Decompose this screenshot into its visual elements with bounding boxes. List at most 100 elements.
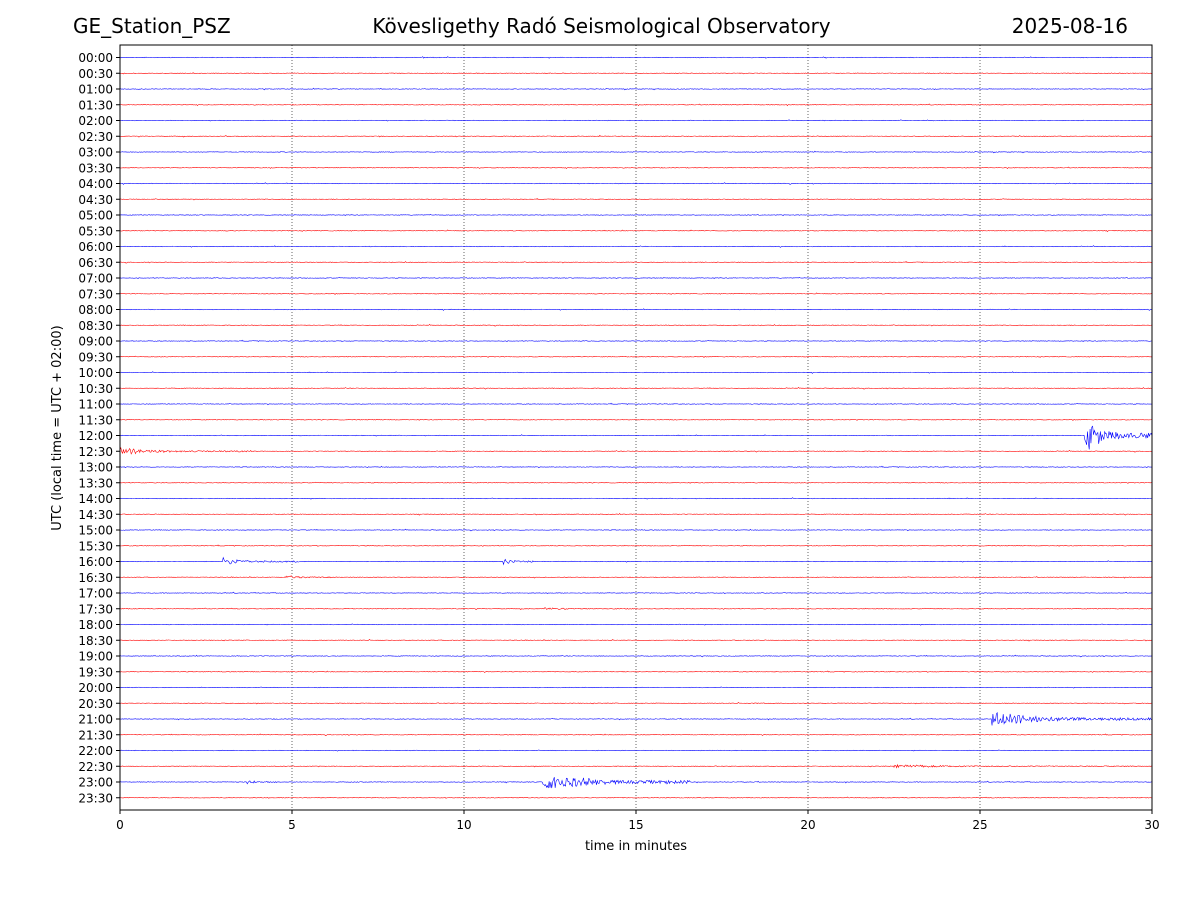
y-tick-label: 10:00 (78, 366, 113, 380)
trace-line (119, 119, 1153, 122)
y-tick-label: 15:30 (78, 539, 113, 553)
trace-line (119, 670, 1153, 673)
date-label: 2025-08-16 (1011, 14, 1128, 38)
x-tick-label: 10 (456, 818, 471, 832)
trace-line (119, 150, 1153, 154)
trace-line (119, 72, 1153, 75)
trace-line (119, 711, 1153, 726)
gridlines (291, 45, 981, 810)
trace-line (119, 607, 1153, 611)
y-tick-label: 03:30 (78, 161, 113, 175)
trace-line (119, 763, 1153, 769)
trace-line (119, 638, 1153, 642)
trace-line (119, 260, 1153, 264)
y-tick-label: 16:00 (78, 555, 113, 569)
y-tick-label: 01:00 (78, 83, 113, 97)
y-tick-label: 21:30 (78, 728, 113, 742)
trace-line (119, 355, 1153, 358)
x-tick-label: 20 (800, 818, 815, 832)
y-tick-label: 03:00 (78, 146, 113, 160)
trace-line (119, 654, 1153, 658)
y-tick-label: 07:00 (78, 272, 113, 286)
y-tick-label: 12:00 (78, 429, 113, 443)
y-tick-label: 12:30 (78, 445, 113, 459)
y-tick-label: 05:00 (78, 209, 113, 223)
x-tick-label: 0 (116, 818, 124, 832)
trace-line (119, 339, 1153, 343)
trace-line (119, 425, 1153, 450)
trace-line (119, 497, 1153, 500)
y-tick-label: 18:00 (78, 618, 113, 632)
trace-line (119, 213, 1153, 217)
trace-line (119, 386, 1153, 390)
y-tick-label: 00:00 (78, 51, 113, 65)
x-tick-label: 25 (972, 818, 987, 832)
y-tick-label: 06:30 (78, 256, 113, 270)
trace-line (119, 686, 1153, 689)
y-tick-label: 19:00 (78, 650, 113, 664)
y-tick-label: 21:00 (78, 713, 113, 727)
y-tick-label: 22:30 (78, 760, 113, 774)
y-tick-label: 13:30 (78, 476, 113, 490)
trace-line (119, 575, 1152, 579)
y-tick-label: 11:30 (78, 413, 113, 427)
trace-line (119, 371, 1153, 374)
trace-line (119, 556, 1153, 566)
y-tick-label: 19:30 (78, 665, 113, 679)
trace-line (119, 308, 1153, 311)
trace-line (119, 777, 1153, 789)
trace-line (119, 166, 1153, 170)
y-tick-label: 04:30 (78, 193, 113, 207)
y-tick-label: 16:30 (78, 571, 113, 585)
x-tick-label: 15 (628, 818, 643, 832)
trace-line (119, 544, 1153, 547)
trace-line (119, 591, 1153, 594)
y-tick-label: 11:00 (78, 398, 113, 412)
y-tick-label: 02:30 (78, 130, 113, 144)
y-tick-label: 15:00 (78, 524, 113, 538)
y-tick-label: 14:30 (78, 508, 113, 522)
y-tick-label: 09:30 (78, 350, 113, 364)
y-tick-label: 18:30 (78, 634, 113, 648)
trace-line (119, 701, 1152, 705)
station-label: GE_Station_PSZ (73, 14, 231, 38)
trace-line (119, 418, 1153, 421)
y-axis-label: UTC (local time = UTC + 02:00) (50, 325, 65, 530)
y-tick-label: 07:30 (78, 287, 113, 301)
trace-line (119, 446, 1153, 455)
x-axis-label: time in minutes (585, 839, 687, 854)
y-tick-label: 00:30 (78, 67, 113, 81)
y-tick-label: 14:00 (78, 492, 113, 506)
x-tick-label: 5 (288, 818, 296, 832)
trace-line (119, 182, 1153, 185)
y-tick-label: 17:00 (78, 587, 113, 601)
y-tick-label: 06:00 (78, 240, 113, 254)
trace-line (120, 292, 1153, 295)
y-tick-label: 08:00 (78, 303, 113, 317)
y-tick-label: 05:30 (78, 224, 113, 238)
y-tick-label: 08:30 (78, 319, 113, 333)
x-axis: 0 5 10 15 20 25 30 (116, 810, 1160, 832)
y-tick-label: 20:30 (78, 697, 113, 711)
trace-line (119, 749, 1153, 752)
trace-line (119, 245, 1153, 248)
y-tick-label: 22:00 (78, 744, 113, 758)
trace-line (119, 481, 1153, 484)
trace-line (119, 733, 1153, 736)
x-tick-label: 30 (1144, 818, 1159, 832)
observatory-title: Kövesligethy Radó Seismological Observat… (372, 14, 831, 38)
y-tick-label: 23:30 (78, 791, 113, 805)
trace-line (119, 402, 1153, 406)
trace-line (119, 87, 1153, 91)
trace-line (119, 528, 1153, 532)
y-tick-label: 09:00 (78, 335, 113, 349)
y-tick-label: 04:00 (78, 177, 113, 191)
trace-line (119, 229, 1153, 233)
y-tick-label: 23:00 (78, 776, 113, 790)
trace-line (119, 623, 1153, 626)
y-tick-label: 17:30 (78, 602, 113, 616)
trace-line (119, 103, 1153, 107)
trace-line (119, 323, 1153, 327)
trace-line (119, 465, 1153, 469)
